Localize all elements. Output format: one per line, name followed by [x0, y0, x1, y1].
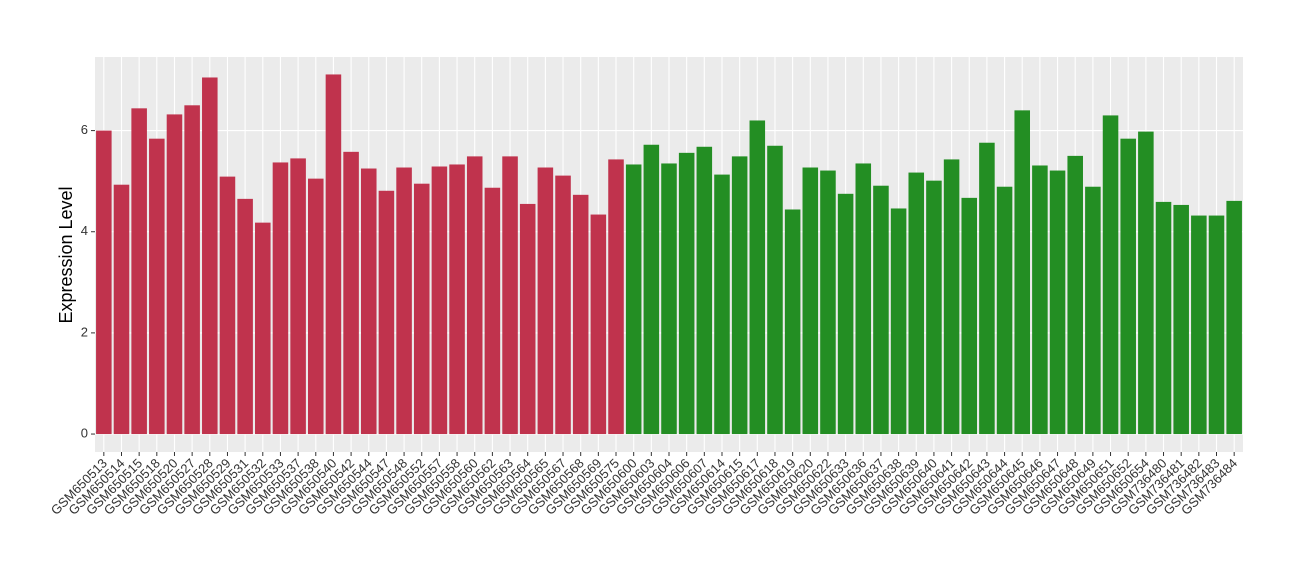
bar [661, 163, 677, 435]
bar [784, 209, 801, 435]
bar [96, 130, 112, 435]
bar [502, 156, 518, 435]
bar [466, 156, 483, 435]
bar [873, 185, 889, 435]
bar [537, 167, 554, 435]
y-tick-label: 4 [81, 223, 88, 238]
bar [1173, 204, 1189, 435]
bar [1102, 115, 1119, 435]
bar [1155, 201, 1172, 435]
bar [590, 214, 607, 435]
bar [166, 114, 183, 435]
bar [272, 162, 289, 435]
bar [996, 186, 1013, 435]
bar [961, 197, 978, 435]
bar [484, 187, 501, 435]
bar [378, 190, 395, 435]
bar [431, 166, 448, 435]
bar [1032, 165, 1048, 435]
bar [731, 156, 748, 435]
bar [714, 174, 730, 435]
bar [926, 180, 942, 435]
bar [1085, 186, 1101, 435]
bar [325, 74, 342, 435]
bar [1120, 138, 1136, 435]
bar [1014, 110, 1031, 435]
bar [290, 158, 306, 435]
bar [149, 138, 165, 435]
bar [678, 152, 695, 435]
bar [943, 159, 960, 435]
bar [625, 164, 642, 435]
bar [802, 167, 819, 435]
bar [343, 151, 359, 435]
bar [979, 142, 995, 435]
bar [360, 168, 377, 435]
bar [1138, 131, 1154, 435]
bar [255, 222, 271, 435]
bar [307, 178, 324, 435]
bar [820, 170, 836, 435]
bar [396, 167, 412, 435]
bar [413, 183, 430, 435]
bar [1226, 200, 1242, 435]
bar [855, 163, 872, 435]
bar [1067, 155, 1083, 435]
bar [749, 120, 766, 435]
bar [237, 198, 253, 435]
y-axis-label: Expression Level [56, 186, 76, 323]
bar [219, 176, 236, 435]
y-tick-label: 2 [81, 324, 88, 339]
y-tick-label: 6 [81, 122, 88, 137]
y-tick-label: 0 [81, 425, 88, 440]
bar [202, 77, 218, 435]
bar [908, 172, 925, 435]
bar [608, 159, 624, 435]
bar [449, 164, 465, 435]
bar [643, 144, 660, 435]
bar [1049, 170, 1066, 435]
bar [131, 108, 147, 435]
bar [1208, 215, 1225, 435]
bar [184, 105, 200, 435]
bar [113, 184, 130, 435]
bar [696, 146, 713, 435]
bar [1191, 215, 1207, 435]
bar [555, 175, 571, 435]
bar [767, 145, 783, 435]
bar [572, 194, 589, 435]
bar [890, 208, 907, 435]
bar [837, 193, 854, 435]
bar [519, 203, 536, 435]
